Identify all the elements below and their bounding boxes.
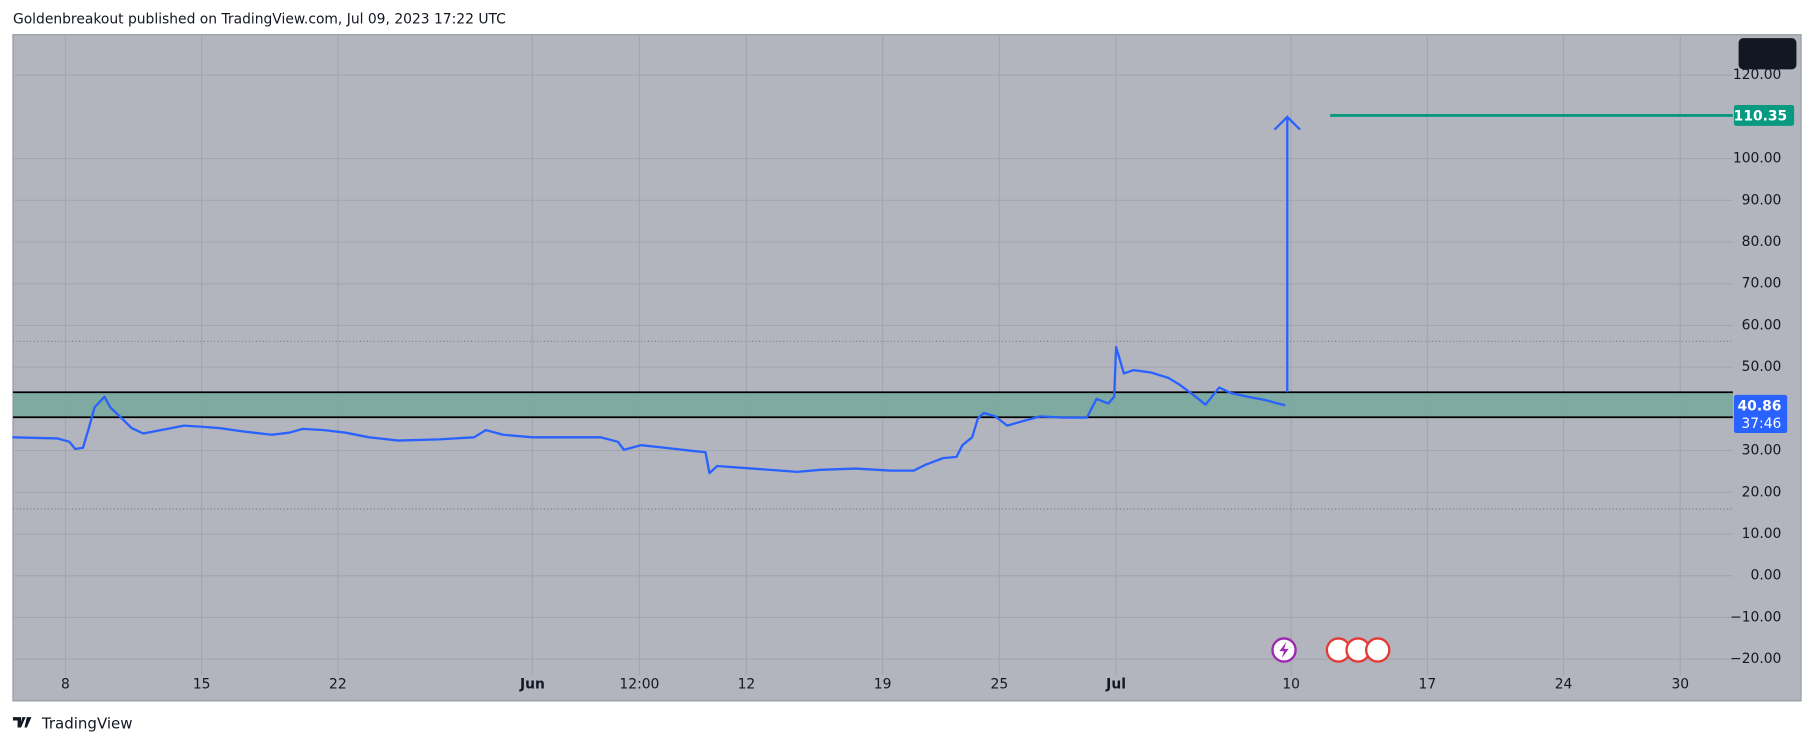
x-tick-label: 30 xyxy=(1671,677,1689,693)
y-tick-label: 20.00 xyxy=(1742,484,1782,500)
event-icons xyxy=(1271,637,1391,663)
toolbar-button[interactable] xyxy=(1738,38,1797,70)
price-label-box xyxy=(1733,394,1788,434)
plot-background xyxy=(12,34,1802,702)
target-label-box xyxy=(1733,105,1795,126)
y-tick-label: 70.00 xyxy=(1742,276,1782,292)
event-icon-glyph xyxy=(1279,641,1289,659)
y-tick-label: 60.00 xyxy=(1742,317,1782,333)
x-tick-label: 15 xyxy=(193,677,211,693)
x-tick-label: 24 xyxy=(1555,677,1573,693)
x-tick-label: 25 xyxy=(991,677,1009,693)
logo-mark xyxy=(12,717,32,728)
x-tick-label: 12:00 xyxy=(619,677,659,693)
footer-text: TradingView xyxy=(41,715,133,733)
arrow-head xyxy=(1273,115,1301,131)
y-tick-label: 0.00 xyxy=(1751,568,1782,584)
x-tick-label: 10 xyxy=(1282,677,1300,693)
y-tick-label: 80.00 xyxy=(1742,234,1782,250)
y-tick-label: 100.00 xyxy=(1733,151,1781,167)
y-tick-label: 10.00 xyxy=(1742,526,1782,542)
price-label: 40.86 xyxy=(1738,398,1782,414)
logo: TradingView xyxy=(12,715,133,733)
x-tick-label: 19 xyxy=(874,677,892,693)
y-tick-label: 50.00 xyxy=(1742,359,1782,375)
y-tick-label: 90.00 xyxy=(1742,192,1782,208)
zone xyxy=(12,392,1733,418)
marks: 110.35 40.86 37:46 xyxy=(12,105,1795,475)
x-tick-label: 12 xyxy=(738,677,756,693)
grid: 120.00100.0090.0080.0070.0060.0050.0030.… xyxy=(12,34,1782,693)
chart-title: Goldenbreakout published on TradingView.… xyxy=(13,12,506,28)
x-tick-label: 17 xyxy=(1419,677,1437,693)
x-tick-label: 8 xyxy=(61,677,70,693)
price-line xyxy=(12,345,1286,475)
x-tick-label: 22 xyxy=(329,677,347,693)
y-tick-label: −10.00 xyxy=(1730,609,1781,625)
y-tick-label: 120.00 xyxy=(1733,67,1781,83)
countdown-label: 37:46 xyxy=(1741,416,1781,432)
x-tick-label: Jun xyxy=(519,677,545,693)
target-label: 110.35 xyxy=(1734,109,1787,125)
y-tick-label: 30.00 xyxy=(1742,443,1782,459)
y-tick-label: −20.00 xyxy=(1730,651,1781,667)
x-tick-label: Jul xyxy=(1105,677,1126,693)
event-icon[interactable] xyxy=(1365,637,1391,663)
